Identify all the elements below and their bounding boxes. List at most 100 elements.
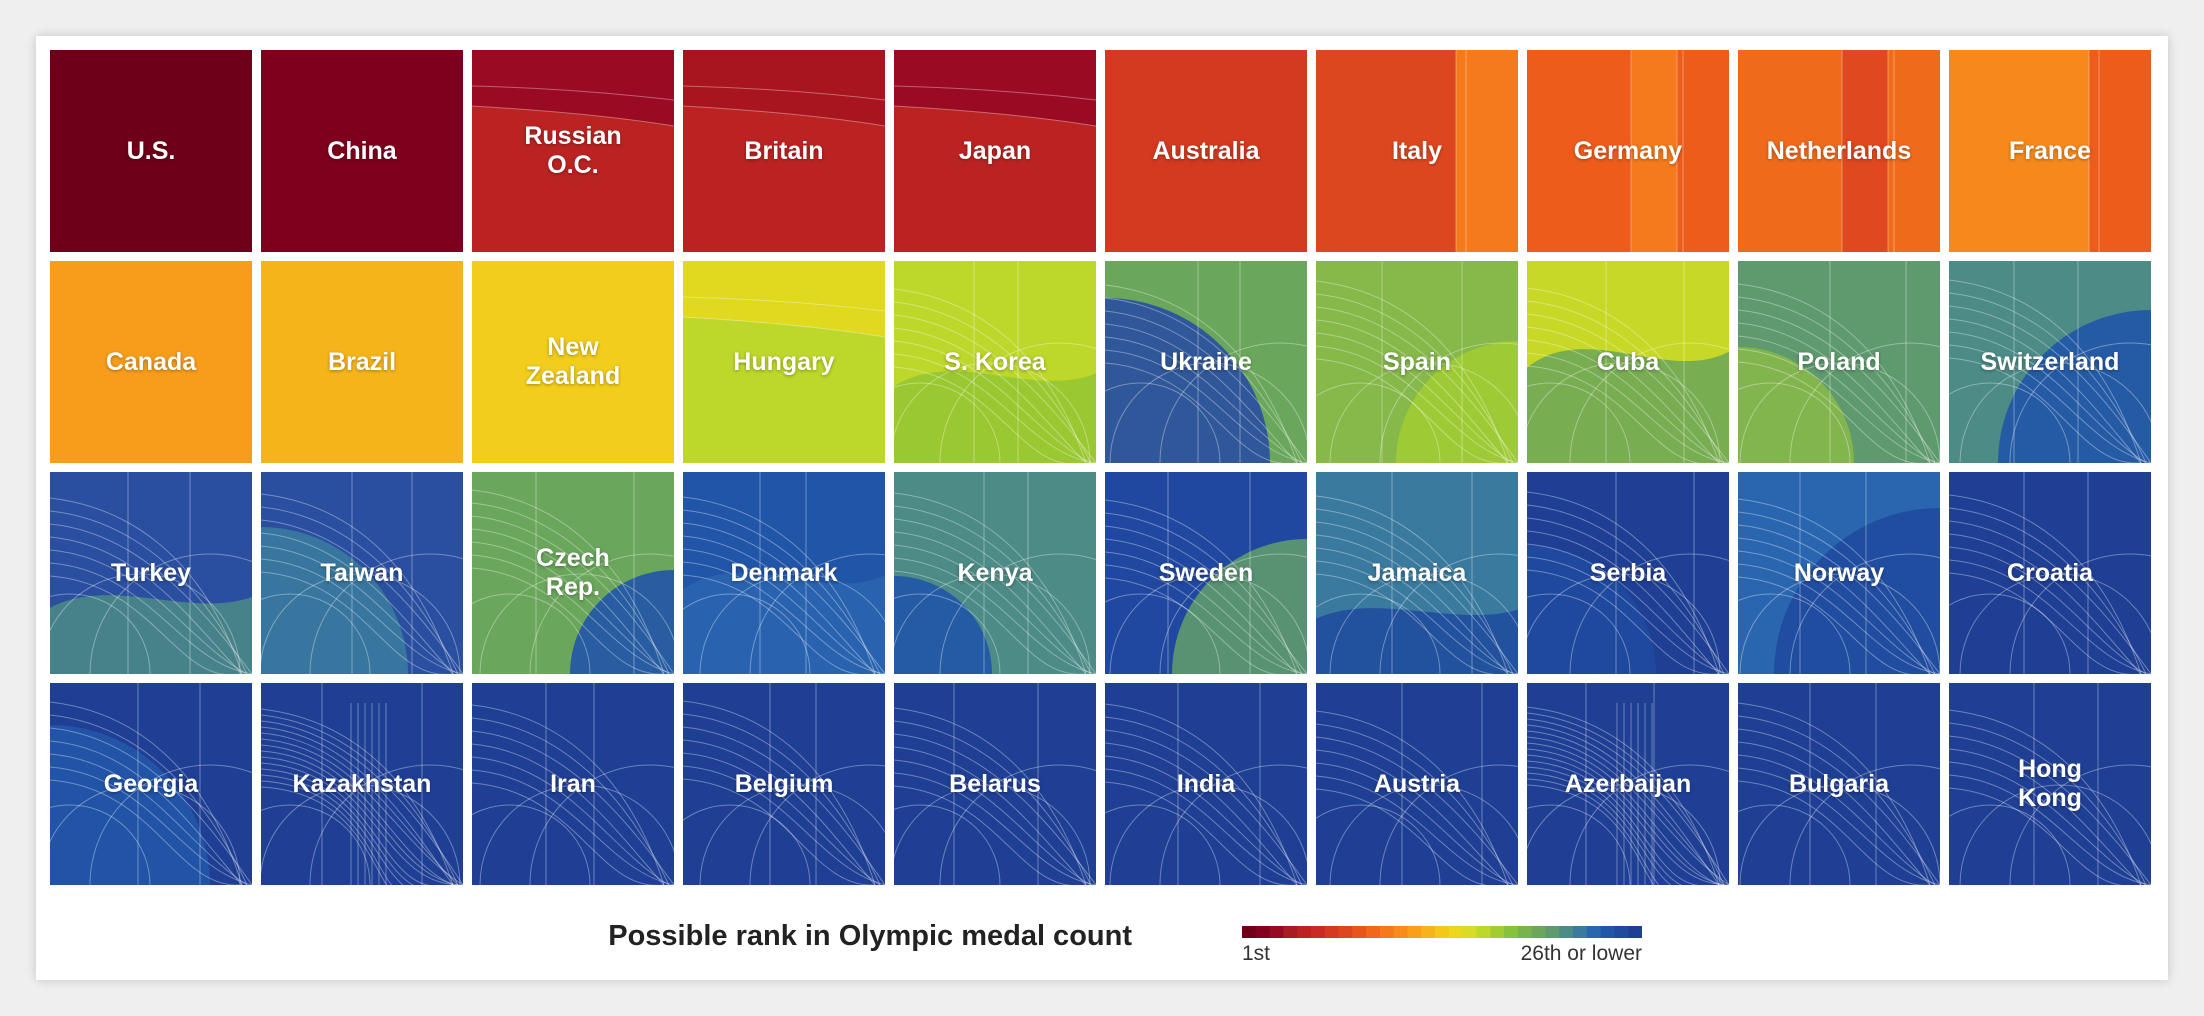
country-tile: Hong Kong (1949, 683, 2151, 885)
legend-color-scale (1242, 926, 1642, 938)
country-tile: Denmark (683, 472, 885, 674)
tile-texture (1105, 683, 1307, 885)
tile-texture (1105, 261, 1307, 463)
tile-texture (1527, 472, 1729, 674)
tile-texture (1949, 472, 2151, 674)
tile-texture (1527, 683, 1729, 885)
legend-swatch (1559, 926, 1574, 938)
country-tile: Kenya (894, 472, 1096, 674)
legend-swatch (1600, 926, 1616, 938)
country-tile: Hungary (683, 261, 885, 463)
tile-texture (683, 296, 885, 463)
legend-swatch (1531, 926, 1547, 938)
country-tile: Japan (894, 50, 1096, 252)
tile-texture (894, 683, 1096, 885)
country-tile: Poland (1738, 261, 1940, 463)
tile-texture (472, 683, 674, 885)
legend-swatch (1255, 926, 1271, 938)
tile-texture (50, 472, 252, 674)
legend-swatch (1324, 926, 1340, 938)
tile-texture (1738, 472, 1940, 674)
country-tile: Kazakhstan (261, 683, 463, 885)
legend-swatch (1586, 926, 1602, 938)
tile-texture (1949, 261, 2151, 463)
legend-swatch (1310, 926, 1326, 938)
tile-texture (472, 472, 674, 674)
country-tile: Netherlands (1738, 50, 1940, 252)
legend-swatch (1421, 926, 1436, 938)
legend-swatch (1490, 926, 1505, 938)
legend-swatch (1283, 926, 1298, 938)
tile-texture (894, 85, 1096, 252)
legend-swatch (1573, 926, 1588, 938)
country-tile: France (1949, 50, 2151, 252)
country-tile: Brazil (261, 261, 463, 463)
tile-texture (1527, 261, 1729, 463)
legend-swatch (1269, 926, 1284, 938)
tile-texture (261, 472, 463, 674)
tile-texture (894, 261, 1096, 463)
legend-high-label: 26th or lower (1520, 942, 1642, 965)
legend-swatch (1545, 926, 1560, 938)
legend-swatch (1379, 926, 1395, 938)
country-tile: Switzerland (1949, 261, 2151, 463)
legend-swatch (1614, 926, 1629, 938)
tile-texture (1105, 50, 1307, 252)
tile-texture (1738, 683, 1940, 885)
country-tile: Turkey (50, 472, 252, 674)
chart-card: U.S. China Russian O.C. Britain Japan Austral… (36, 36, 2168, 980)
tile-texture (1738, 261, 1940, 463)
country-tile: Canada (50, 261, 252, 463)
tile-texture (1316, 472, 1518, 674)
country-tile: Czech Rep. (472, 472, 674, 674)
country-tile: U.S. (50, 50, 252, 252)
country-tile: Ukraine (1105, 261, 1307, 463)
country-tile: Georgia (50, 683, 252, 885)
legend-swatch (1628, 926, 1642, 938)
legend-swatch (1297, 926, 1312, 938)
tile-texture (50, 261, 252, 463)
country-tile: Jamaica (1316, 472, 1518, 674)
legend-swatch (1393, 926, 1409, 938)
country-tile: Bulgaria (1738, 683, 1940, 885)
country-tile: Britain (683, 50, 885, 252)
tile-texture (1455, 50, 1518, 252)
tile-texture (1949, 683, 2151, 885)
legend-low-label: 1st (1242, 942, 1271, 965)
country-tile: Belarus (894, 683, 1096, 885)
country-tile: Australia (1105, 50, 1307, 252)
country-tile: Norway (1738, 472, 1940, 674)
tile-texture (1841, 50, 1895, 252)
legend-swatch (1366, 926, 1381, 938)
country-tile: Azerbaijan (1527, 683, 1729, 885)
country-tile: Iran (472, 683, 674, 885)
tile-texture (261, 261, 463, 463)
tile-texture (472, 261, 674, 463)
country-tile: Sweden (1105, 472, 1307, 674)
country-tile: Spain (1316, 261, 1518, 463)
tile-texture (2088, 50, 2151, 252)
legend-swatch (1352, 926, 1367, 938)
tile-texture (50, 683, 252, 885)
country-tile: New Zealand (472, 261, 674, 463)
tile-texture (1630, 50, 1684, 252)
country-tile: Italy (1316, 50, 1518, 252)
tile-texture (261, 683, 463, 885)
legend-title: Possible rank in Olympic medal count (608, 920, 1132, 952)
legend-swatch (1504, 926, 1519, 938)
tile-texture (683, 683, 885, 885)
country-tile: Croatia (1949, 472, 2151, 674)
tile-texture (1316, 683, 1518, 885)
legend-swatch (1517, 926, 1533, 938)
country-tile: Austria (1316, 683, 1518, 885)
tile-texture (50, 50, 252, 252)
legend-swatch (1407, 926, 1422, 938)
legend-swatch (1435, 926, 1450, 938)
country-tile: S. Korea (894, 261, 1096, 463)
country-tile: Cuba (1527, 261, 1729, 463)
country-tile-grid: U.S. China Russian O.C. Britain Japan Austral… (36, 36, 2168, 936)
country-tile: China (261, 50, 463, 252)
tile-texture (683, 85, 885, 252)
country-tile: Taiwan (261, 472, 463, 674)
tile-texture (261, 50, 463, 252)
